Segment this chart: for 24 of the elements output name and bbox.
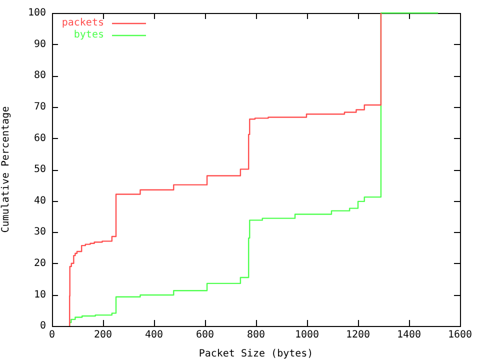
x-tick-label: 0 — [48, 330, 56, 341]
y-tick-label: 60 — [34, 132, 46, 144]
x-tick-label: 1400 — [396, 330, 422, 341]
x-tick-label: 1600 — [448, 330, 472, 341]
x-tick-label: 1200 — [346, 330, 370, 341]
y-tick-label: 50 — [34, 164, 46, 176]
x-tick-label: 1000 — [294, 330, 320, 341]
x-axis-title: Packet Size (bytes) — [198, 348, 314, 360]
y-tick-label: 30 — [34, 226, 46, 238]
y-tick-label: 40 — [34, 195, 46, 206]
y-tick-label: 100 — [28, 8, 46, 19]
y-tick-label: 10 — [34, 289, 46, 300]
x-tick-label: 800 — [246, 330, 266, 341]
y-tick-label: 80 — [34, 70, 46, 82]
y-axis-title: Cumulative Percentage — [0, 106, 12, 233]
y-tick-label: 0 — [40, 320, 46, 332]
y-tick-label: 90 — [34, 38, 46, 50]
y-tick-label: 20 — [34, 258, 46, 269]
x-tick-label: 400 — [144, 330, 164, 341]
legend-label: packets — [62, 18, 104, 29]
y-tick-label: 70 — [34, 101, 46, 112]
legend-label: bytes — [74, 30, 104, 41]
x-tick-label: 200 — [94, 330, 112, 341]
x-tick-label: 600 — [196, 330, 214, 341]
